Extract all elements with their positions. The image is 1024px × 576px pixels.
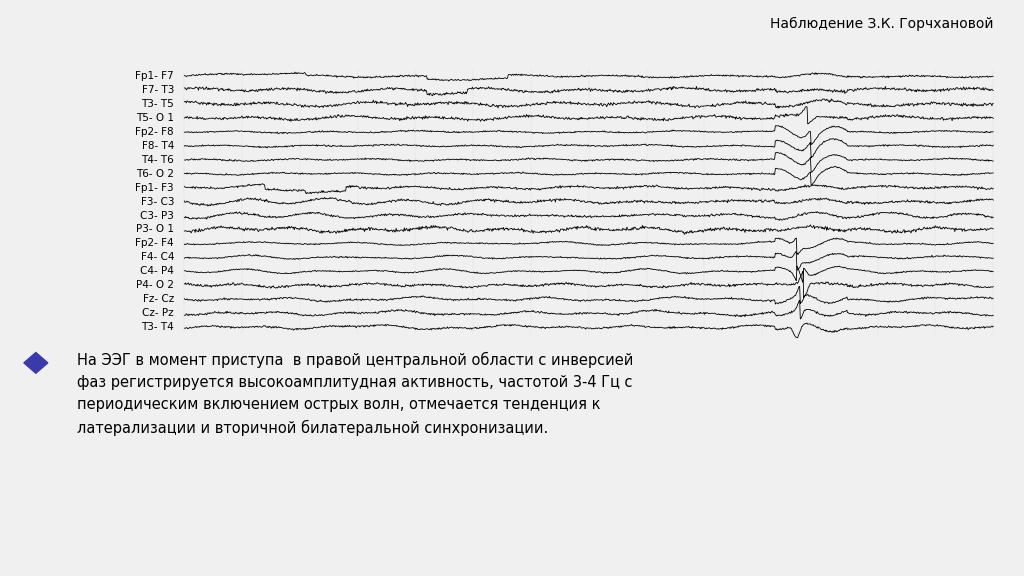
- Text: F7- T3: F7- T3: [141, 85, 174, 95]
- Text: P3- O 1: P3- O 1: [136, 225, 174, 234]
- Text: F4- C4: F4- C4: [140, 252, 174, 263]
- Text: T3- T5: T3- T5: [141, 99, 174, 109]
- Text: F8- T4: F8- T4: [141, 141, 174, 151]
- Text: Fp1- F7: Fp1- F7: [135, 71, 174, 81]
- Text: C4- P4: C4- P4: [140, 266, 174, 276]
- Text: F3- C3: F3- C3: [140, 196, 174, 207]
- Text: Cz- Pz: Cz- Pz: [142, 308, 174, 318]
- Text: Fp2- F8: Fp2- F8: [135, 127, 174, 137]
- Text: P4- O 2: P4- O 2: [136, 281, 174, 290]
- Polygon shape: [24, 353, 48, 373]
- Text: Fp1- F3: Fp1- F3: [135, 183, 174, 192]
- Text: T6- O 2: T6- O 2: [136, 169, 174, 179]
- Text: Наблюдение З.К. Горчхановой: Наблюдение З.К. Горчхановой: [770, 17, 993, 31]
- Text: C3- P3: C3- P3: [140, 211, 174, 221]
- Text: Fz- Cz: Fz- Cz: [142, 294, 174, 304]
- Text: T3- T4: T3- T4: [141, 322, 174, 332]
- Text: T5- O 1: T5- O 1: [136, 113, 174, 123]
- Text: T4- T6: T4- T6: [141, 155, 174, 165]
- Text: Fp2- F4: Fp2- F4: [135, 238, 174, 248]
- Text: На ЭЭГ в момент приступа  в правой центральной области с инверсией
фаз регистрир: На ЭЭГ в момент приступа в правой центра…: [77, 351, 633, 436]
